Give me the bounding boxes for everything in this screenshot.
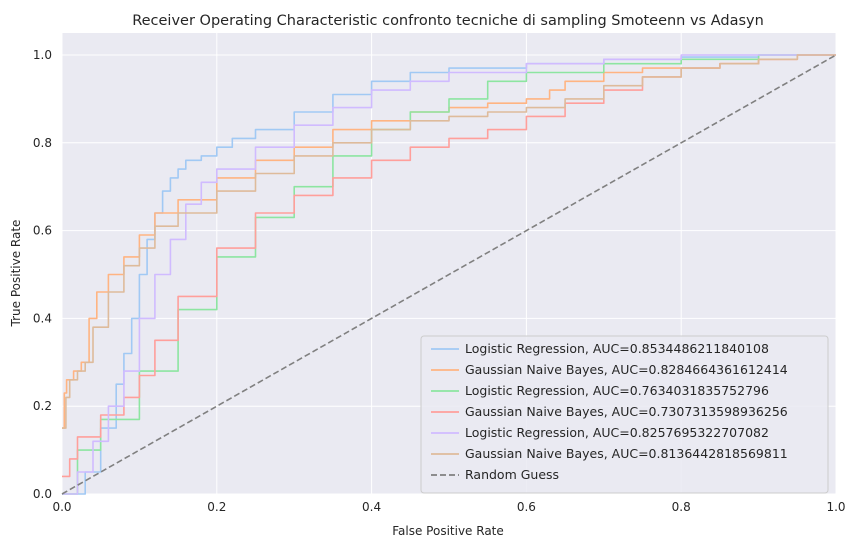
y-axis-label: True Positive Rate — [9, 220, 23, 328]
legend: Logistic Regression, AUC=0.8534486211840… — [420, 335, 829, 494]
series-line-5 — [62, 54, 836, 429]
x-tick-label: 1.0 — [826, 500, 845, 514]
x-tick-label: 0.6 — [517, 500, 536, 514]
y-tick-label: 0.8 — [33, 136, 52, 150]
y-tick-label: 0.6 — [33, 224, 52, 238]
y-tick-label: 0.4 — [33, 311, 52, 325]
legend-label: Random Guess — [465, 467, 559, 482]
x-tick-label: 0.2 — [207, 500, 226, 514]
series-line-6 — [61, 54, 837, 495]
x-axis-ticks: 0.0 0.2 0.4 0.6 0.8 1.0 — [52, 500, 845, 514]
x-tick-label: 0.4 — [362, 500, 381, 514]
legend-label: Gaussian Naive Bayes, AUC=0.730731359893… — [465, 404, 788, 419]
y-tick-label: 1.0 — [33, 48, 52, 62]
chart-title: Receiver Operating Characteristic confro… — [132, 13, 764, 29]
legend-label: Logistic Regression, AUC=0.8534486211840… — [465, 341, 769, 356]
y-tick-label: 0.0 — [33, 487, 52, 501]
legend-label: Logistic Regression, AUC=0.8257695322707… — [465, 425, 769, 440]
x-tick-label: 0.8 — [672, 500, 691, 514]
y-axis-ticks: 0.0 0.2 0.4 0.6 0.8 1.0 — [33, 48, 52, 501]
legend-box — [420, 335, 829, 494]
legend-label: Gaussian Naive Bayes, AUC=0.828466436161… — [465, 362, 788, 377]
series-lines — [61, 54, 837, 495]
legend-label: Logistic Regression, AUC=0.7634031835752… — [465, 383, 769, 398]
legend-label: Gaussian Naive Bayes, AUC=0.813644281856… — [465, 446, 788, 461]
y-tick-label: 0.2 — [33, 399, 52, 413]
series-line-4 — [62, 54, 836, 495]
x-tick-label: 0.0 — [52, 500, 71, 514]
x-axis-label: False Positive Rate — [392, 524, 504, 538]
series-line-0 — [62, 54, 836, 495]
